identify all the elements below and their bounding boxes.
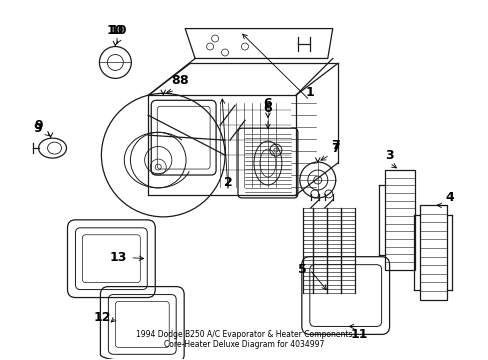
Text: 4: 4 (444, 192, 453, 204)
Text: 6: 6 (263, 97, 272, 110)
Text: 10: 10 (106, 24, 124, 37)
Text: 5: 5 (298, 263, 306, 276)
Bar (384, 170, 414, 270)
Text: 7: 7 (331, 141, 340, 155)
Text: 1: 1 (305, 86, 314, 99)
Text: 1994 Dodge B250 A/C Evaporator & Heater Components
Core-Heater Deluxe Diagram fo: 1994 Dodge B250 A/C Evaporator & Heater … (136, 330, 351, 349)
Ellipse shape (253, 141, 281, 185)
Text: 9: 9 (33, 122, 42, 135)
Text: 8: 8 (170, 74, 179, 87)
Text: 2: 2 (223, 176, 232, 189)
Text: 11: 11 (350, 328, 367, 341)
Text: 12: 12 (94, 311, 111, 324)
Text: 13: 13 (109, 251, 127, 264)
Text: 3: 3 (385, 149, 393, 162)
Text: 9: 9 (34, 119, 43, 132)
Text: 10: 10 (109, 24, 127, 37)
Text: 8: 8 (179, 74, 187, 87)
Text: 6: 6 (263, 102, 272, 115)
Bar (419, 205, 447, 300)
Text: 7: 7 (331, 139, 340, 152)
